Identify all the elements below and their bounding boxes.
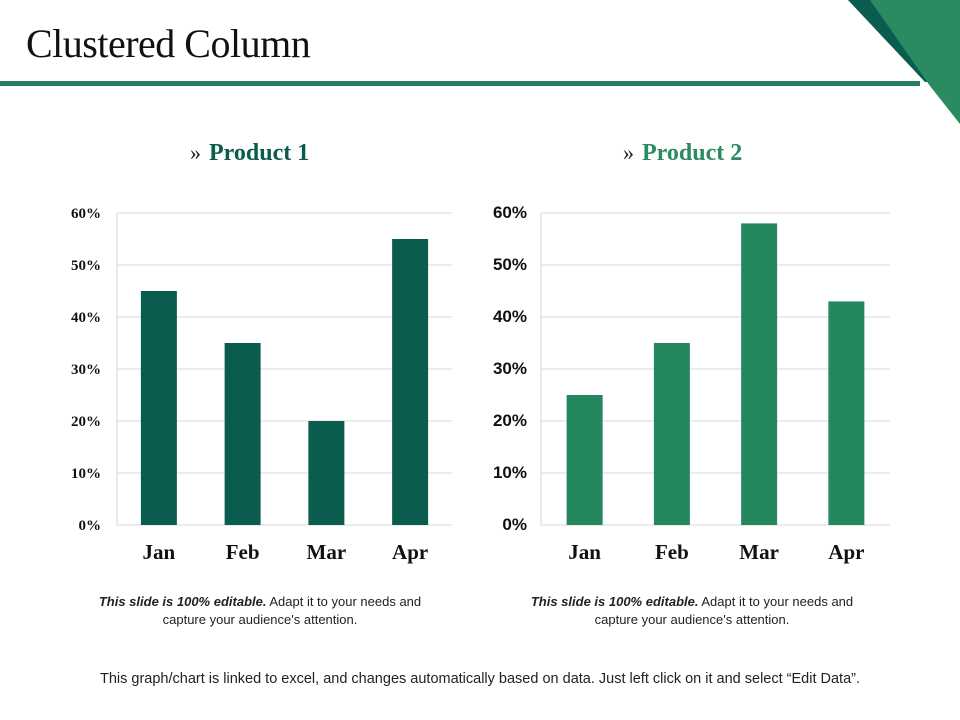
chart-heading-product-2: » Product 2	[623, 140, 823, 167]
corner-decoration	[848, 0, 960, 124]
y-tick-label: 0%	[79, 518, 102, 534]
caption-text: Adapt it to your needs and capture your …	[594, 594, 854, 627]
chevron-icon: »	[623, 140, 634, 165]
x-tick-label: Feb	[655, 540, 689, 564]
bar-jan	[140, 291, 177, 525]
y-tick-label: 50%	[493, 255, 527, 274]
x-tick-label: Jan	[143, 540, 176, 564]
bar-feb	[653, 343, 690, 525]
y-tick-label: 20%	[71, 414, 101, 430]
y-tick-label: 20%	[493, 411, 527, 430]
chart-caption-1: This slide is 100% editable. Adapt it to…	[90, 593, 430, 629]
chart-title: Product 2	[642, 140, 743, 166]
title-underline	[0, 81, 920, 86]
bar-apr	[392, 239, 429, 525]
bar-apr	[828, 301, 865, 525]
chart-title: Product 1	[209, 140, 310, 166]
x-tick-label: Apr	[828, 540, 864, 564]
y-tick-label: 50%	[71, 258, 101, 274]
corner-triangle-light	[870, 0, 960, 124]
chart-heading-product-1: » Product 1	[190, 140, 390, 167]
y-tick-label: 30%	[71, 362, 101, 378]
y-tick-label: 60%	[71, 206, 101, 222]
caption-text: Adapt it to your needs and capture your …	[162, 594, 422, 627]
footer-note: This graph/chart is linked to excel, and…	[99, 671, 861, 687]
bar-feb	[224, 343, 261, 525]
slide-title: Clustered Column	[26, 21, 311, 66]
chart-caption-2: This slide is 100% editable. Adapt it to…	[522, 593, 862, 629]
x-tick-label: Apr	[392, 540, 428, 564]
y-tick-label: 10%	[493, 463, 527, 482]
y-tick-label: 0%	[502, 515, 527, 534]
y-tick-label: 30%	[493, 359, 527, 378]
bar-mar	[308, 421, 345, 525]
x-tick-label: Jan	[568, 540, 601, 564]
caption-bold: This slide is 100% editable.	[98, 594, 267, 609]
chevron-icon: »	[190, 140, 201, 165]
x-tick-label: Mar	[739, 540, 779, 564]
caption-bold: This slide is 100% editable.	[530, 594, 699, 609]
y-tick-label: 40%	[71, 310, 101, 326]
x-tick-label: Feb	[226, 540, 260, 564]
x-tick-label: Mar	[307, 540, 347, 564]
y-tick-label: 10%	[71, 466, 101, 482]
bar-jan	[566, 395, 603, 525]
bar-mar	[741, 223, 778, 525]
y-tick-label: 60%	[493, 203, 527, 222]
y-tick-label: 40%	[493, 307, 527, 326]
